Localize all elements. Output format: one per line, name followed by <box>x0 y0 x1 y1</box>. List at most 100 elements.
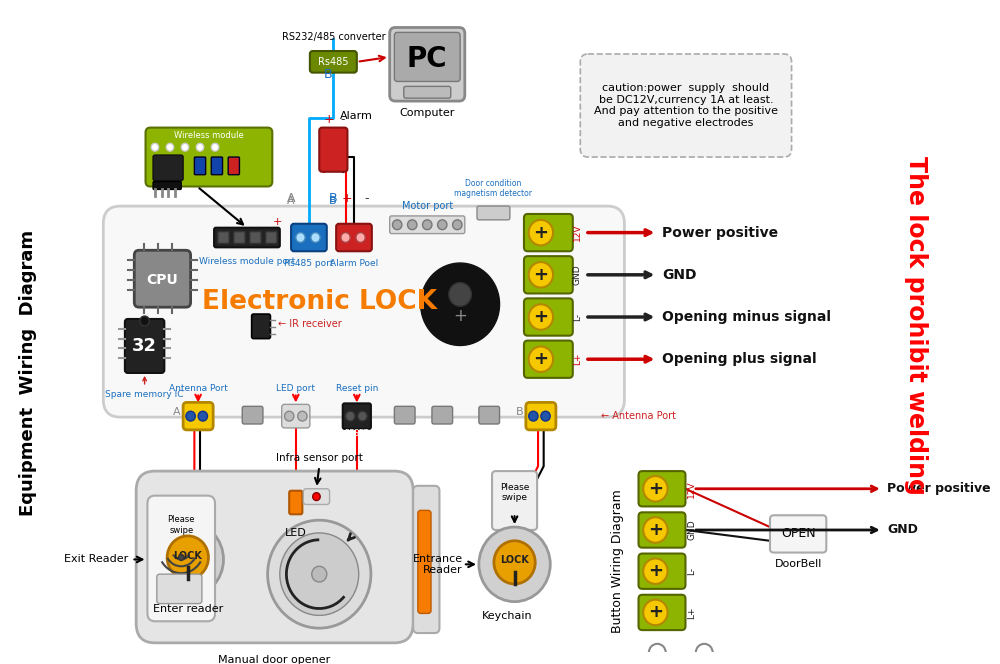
Circle shape <box>186 411 195 421</box>
Circle shape <box>423 220 432 230</box>
FancyBboxPatch shape <box>125 319 164 373</box>
FancyBboxPatch shape <box>390 27 465 101</box>
Text: LOCK: LOCK <box>173 550 202 560</box>
Text: A: A <box>287 196 295 207</box>
Circle shape <box>643 558 668 584</box>
FancyBboxPatch shape <box>183 402 213 430</box>
FancyBboxPatch shape <box>146 127 272 187</box>
Text: A: A <box>173 407 180 417</box>
Circle shape <box>421 263 500 345</box>
Circle shape <box>541 411 550 421</box>
Text: Alarm Poel: Alarm Poel <box>330 259 378 268</box>
Text: Computer: Computer <box>400 108 455 118</box>
Text: Power positive: Power positive <box>887 482 991 495</box>
FancyBboxPatch shape <box>413 486 439 633</box>
FancyBboxPatch shape <box>319 127 347 172</box>
Text: Motor port: Motor port <box>402 201 453 211</box>
Text: Rs485: Rs485 <box>318 57 349 67</box>
Circle shape <box>529 411 538 421</box>
Text: Exit Reader: Exit Reader <box>64 554 129 564</box>
Text: PC: PC <box>407 45 448 74</box>
FancyBboxPatch shape <box>147 495 215 622</box>
Text: B: B <box>515 407 523 417</box>
Circle shape <box>298 411 307 421</box>
FancyBboxPatch shape <box>580 54 792 157</box>
FancyBboxPatch shape <box>153 181 181 189</box>
Text: Please
swipe: Please swipe <box>167 515 195 535</box>
Circle shape <box>529 304 553 330</box>
Text: +: + <box>533 266 548 284</box>
Text: LOCK: LOCK <box>500 555 529 566</box>
FancyBboxPatch shape <box>390 216 465 234</box>
Text: +: + <box>648 604 663 622</box>
Text: GND: GND <box>573 264 582 285</box>
Text: Antenna Port: Antenna Port <box>169 384 228 392</box>
Text: Electronic LOCK: Electronic LOCK <box>202 289 437 315</box>
Text: RS232/485 converter: RS232/485 converter <box>282 33 385 42</box>
Text: CPU: CPU <box>147 273 178 287</box>
Text: +: + <box>648 562 663 580</box>
Text: Door condition
magnetism detector: Door condition magnetism detector <box>454 179 532 199</box>
Text: Wireless module: Wireless module <box>174 131 244 140</box>
Text: DoorBell: DoorBell <box>774 559 822 569</box>
Circle shape <box>479 527 550 602</box>
FancyBboxPatch shape <box>524 298 573 336</box>
FancyBboxPatch shape <box>639 513 685 548</box>
Circle shape <box>393 220 402 230</box>
Text: LED: LED <box>285 528 307 538</box>
Text: 12V: 12V <box>573 224 582 241</box>
FancyBboxPatch shape <box>526 402 556 430</box>
Text: Manual door opener: Manual door opener <box>218 655 330 664</box>
Text: +: + <box>273 217 283 227</box>
FancyBboxPatch shape <box>266 232 277 244</box>
Text: Entrance
Reader: Entrance Reader <box>413 554 463 575</box>
Circle shape <box>313 493 320 501</box>
Circle shape <box>312 566 327 582</box>
Text: Infra sensor port: Infra sensor port <box>276 454 363 463</box>
FancyBboxPatch shape <box>394 33 460 82</box>
Text: Opening plus signal: Opening plus signal <box>662 352 817 367</box>
Text: OPEN: OPEN <box>781 527 815 540</box>
FancyBboxPatch shape <box>310 51 357 72</box>
Circle shape <box>167 536 208 579</box>
Circle shape <box>453 220 462 230</box>
Text: Power positive: Power positive <box>662 226 778 240</box>
Text: GND: GND <box>662 268 696 282</box>
Circle shape <box>346 411 355 421</box>
Circle shape <box>408 220 417 230</box>
Circle shape <box>358 411 367 421</box>
FancyBboxPatch shape <box>639 554 685 589</box>
FancyBboxPatch shape <box>103 206 624 417</box>
FancyBboxPatch shape <box>214 228 280 247</box>
Circle shape <box>438 220 447 230</box>
Circle shape <box>643 517 668 542</box>
Circle shape <box>196 143 204 151</box>
Text: +: + <box>453 307 467 325</box>
FancyBboxPatch shape <box>343 404 371 429</box>
Text: B: B <box>323 68 332 81</box>
Text: Rs485 port: Rs485 port <box>284 259 334 268</box>
Text: -: - <box>364 192 368 205</box>
FancyBboxPatch shape <box>157 574 202 604</box>
Text: +: + <box>648 521 663 539</box>
FancyBboxPatch shape <box>291 224 327 251</box>
Text: ← Antenna Port: ← Antenna Port <box>601 411 676 421</box>
Circle shape <box>268 520 371 628</box>
Circle shape <box>449 283 471 306</box>
FancyBboxPatch shape <box>242 406 263 424</box>
Text: +: + <box>533 308 548 326</box>
Circle shape <box>643 476 668 501</box>
Circle shape <box>529 347 553 372</box>
Circle shape <box>696 644 713 661</box>
Circle shape <box>649 644 666 661</box>
Circle shape <box>311 232 320 242</box>
Text: caution:power  supply  should
be DC12V,currency 1A at least.
And pay attention t: caution:power supply should be DC12V,cur… <box>594 83 778 128</box>
Text: L-: L- <box>687 567 696 575</box>
Circle shape <box>643 600 668 625</box>
Text: Wireless module port: Wireless module port <box>199 257 295 266</box>
FancyBboxPatch shape <box>134 250 191 307</box>
Circle shape <box>529 220 553 246</box>
Text: 12V: 12V <box>687 480 696 497</box>
Circle shape <box>341 232 350 242</box>
Circle shape <box>529 262 553 288</box>
